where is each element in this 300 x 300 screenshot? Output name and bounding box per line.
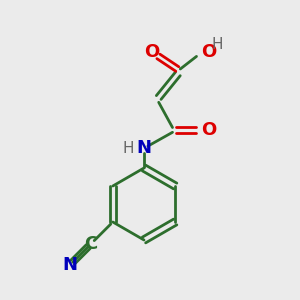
Text: N: N <box>62 256 77 274</box>
Text: O: O <box>145 44 160 62</box>
Text: H: H <box>212 38 223 52</box>
Text: O: O <box>201 44 216 62</box>
Text: H: H <box>123 141 134 156</box>
Text: N: N <box>136 140 152 158</box>
Text: C: C <box>85 235 98 253</box>
Text: O: O <box>201 121 216 139</box>
